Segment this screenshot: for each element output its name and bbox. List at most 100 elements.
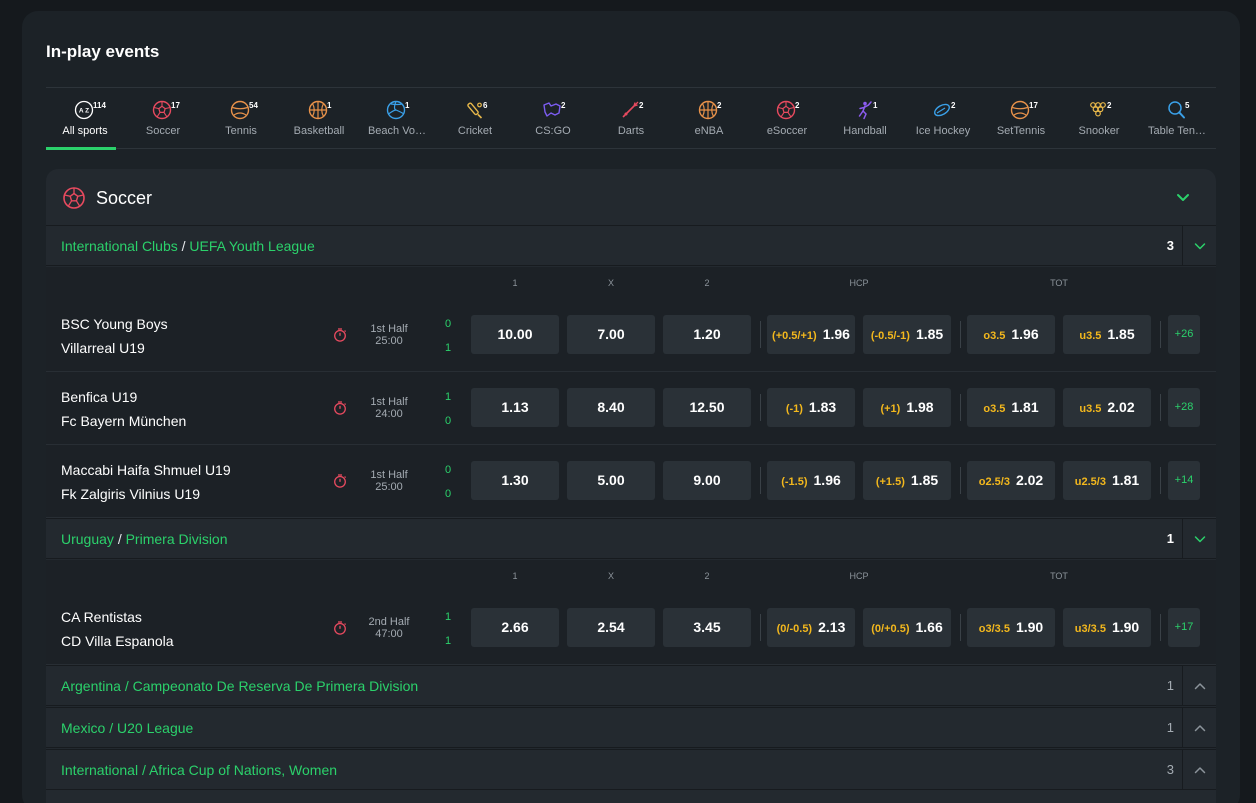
total-under-button[interactable]: u3.5 1.85: [1063, 315, 1151, 354]
sport-count: 17: [171, 101, 180, 110]
league-title[interactable]: UEFA Youth League: [189, 238, 315, 254]
stopwatch-icon: [333, 621, 347, 635]
league-row[interactable]: Uruguay / Primera Division 1: [46, 518, 1216, 559]
odd-1-button[interactable]: 2.66: [471, 608, 559, 647]
odd-1-button[interactable]: 1.13: [471, 388, 559, 427]
away-team-name[interactable]: CD Villa Espanola: [61, 633, 174, 649]
handicap-home-button[interactable]: (-1) 1.83: [767, 388, 855, 427]
home-score: 0: [444, 464, 452, 476]
sport-tab-tennis[interactable]: 54 Tennis: [202, 88, 280, 149]
handicap-home-button[interactable]: (+0.5/+1) 1.96: [767, 315, 855, 354]
odd-x-button[interactable]: 8.40: [567, 388, 655, 427]
tennis-ball-icon: [1010, 100, 1030, 120]
league-title[interactable]: U20 League: [117, 720, 194, 736]
odds-group-divider: [760, 321, 761, 348]
total-under-button[interactable]: u3/3.5 1.90: [1063, 608, 1151, 647]
odd-2-button[interactable]: 1.20: [663, 315, 751, 354]
sport-tab-darts[interactable]: 2 Darts: [592, 88, 670, 149]
odd-line: u2.5/3: [1074, 476, 1106, 488]
sport-tab-soccer[interactable]: 17 Soccer: [124, 88, 202, 149]
odd-1-button[interactable]: 1.30: [471, 461, 559, 500]
odd-1-button[interactable]: 10.00: [471, 315, 559, 354]
league-country[interactable]: International Clubs: [61, 238, 178, 254]
total-over-button[interactable]: o3.5 1.81: [967, 388, 1055, 427]
away-team-name[interactable]: Fc Bayern München: [61, 413, 187, 429]
handicap-home-button[interactable]: (0/-0.5) 2.13: [767, 608, 855, 647]
more-markets-button[interactable]: +17: [1168, 608, 1200, 647]
sport-tab-beachvolley[interactable]: 1 Beach Vo…: [358, 88, 436, 149]
chevron-down-icon[interactable]: [1193, 532, 1207, 546]
away-team-name[interactable]: Villarreal U19: [61, 340, 145, 356]
league-title[interactable]: Campeonato De Reserva De Primera Divisio…: [132, 678, 419, 694]
chevron-up-icon[interactable]: [1193, 679, 1207, 693]
league-name[interactable]: International / Africa Cup of Nations, W…: [61, 762, 337, 778]
odd-x-button[interactable]: 7.00: [567, 315, 655, 354]
chevron-up-icon[interactable]: [1193, 721, 1207, 735]
league-name[interactable]: International Clubs / UEFA Youth League: [61, 238, 315, 254]
odd-2-button[interactable]: 3.45: [663, 608, 751, 647]
handicap-home-button[interactable]: (-1.5) 1.96: [767, 461, 855, 500]
sport-tab-enba[interactable]: 2 eNBA: [670, 88, 748, 149]
sport-tab-esoccer[interactable]: 2 eSoccer: [748, 88, 826, 149]
league-row[interactable]: International Clubs / UEFA Youth League 3: [46, 225, 1216, 266]
odd-x-button[interactable]: 5.00: [567, 461, 655, 500]
league-row[interactable]: Mexico / U20 League 1: [46, 707, 1216, 748]
sport-count: 2: [1107, 101, 1112, 110]
csgo-icon: [542, 100, 562, 120]
sport-label: SetTennis: [996, 125, 1046, 137]
more-markets-button[interactable]: +26: [1168, 315, 1200, 354]
handicap-away-button[interactable]: (+1) 1.98: [863, 388, 951, 427]
sport-tab-tabletennis[interactable]: 5 Table Ten…: [1138, 88, 1216, 149]
sport-tab-basketball[interactable]: 1 Basketball: [280, 88, 358, 149]
total-over-button[interactable]: o3.5 1.96: [967, 315, 1055, 354]
away-team-name[interactable]: Fk Zalgiris Vilnius U19: [61, 486, 201, 502]
odd-2-button[interactable]: 9.00: [663, 461, 751, 500]
section-header[interactable]: Soccer: [46, 169, 1216, 225]
league-country[interactable]: Uruguay: [61, 531, 114, 547]
odd-2-button[interactable]: 12.50: [663, 388, 751, 427]
sport-label: eNBA: [694, 125, 724, 137]
home-team-name[interactable]: Benfica U19: [61, 389, 138, 405]
league-country[interactable]: Argentina: [61, 678, 121, 694]
odd-line: (-1.5): [781, 476, 808, 488]
sport-tab-handball[interactable]: 1 Handball: [826, 88, 904, 149]
league-country[interactable]: Mexico: [61, 720, 106, 736]
odd-value: 1.85: [915, 326, 944, 342]
league-name[interactable]: Uruguay / Primera Division: [61, 531, 228, 547]
odd-value: 1.90: [1111, 619, 1140, 635]
handicap-away-button[interactable]: (0/+0.5) 1.66: [863, 608, 951, 647]
more-markets-button[interactable]: +14: [1168, 461, 1200, 500]
total-over-button[interactable]: o2.5/3 2.02: [967, 461, 1055, 500]
league-title[interactable]: Primera Division: [125, 531, 228, 547]
odd-x-button[interactable]: 2.54: [567, 608, 655, 647]
league-row[interactable]: International / Africa Cup of Nations, W…: [46, 749, 1216, 790]
league-name[interactable]: Argentina / Campeonato De Reserva De Pri…: [61, 678, 418, 694]
home-team-name[interactable]: CA Rentistas: [61, 609, 142, 625]
chevron-down-icon[interactable]: [1175, 189, 1191, 205]
sport-tab-icehockey[interactable]: 2 Ice Hockey: [904, 88, 982, 149]
league-name[interactable]: Mexico / U20 League: [61, 720, 193, 736]
sport-tab-csgo[interactable]: 2 CS:GO: [514, 88, 592, 149]
chevron-up-icon[interactable]: [1193, 763, 1207, 777]
handicap-away-button[interactable]: (-0.5/-1) 1.85: [863, 315, 951, 354]
league-row[interactable]: Argentina / Campeonato De Reserva De Pri…: [46, 665, 1216, 706]
column-header-row: 1 X 2 HCP TOT: [46, 267, 1216, 299]
match-period: 2nd Half 47:00: [364, 616, 414, 640]
total-under-button[interactable]: u2.5/3 1.81: [1063, 461, 1151, 500]
handicap-away-button[interactable]: (+1.5) 1.85: [863, 461, 951, 500]
chevron-down-icon[interactable]: [1193, 239, 1207, 253]
sport-tab-cricket[interactable]: 6 Cricket: [436, 88, 514, 149]
total-over-button[interactable]: o3/3.5 1.90: [967, 608, 1055, 647]
sport-count: 2: [795, 101, 800, 110]
odd-value: 1.81: [1011, 399, 1039, 415]
more-markets-button[interactable]: +28: [1168, 388, 1200, 427]
home-team-name[interactable]: BSC Young Boys: [61, 316, 168, 332]
league-country[interactable]: International: [61, 762, 139, 778]
home-team-name[interactable]: Maccabi Haifa Shmuel U19: [61, 462, 231, 478]
total-under-button[interactable]: u3.5 2.02: [1063, 388, 1151, 427]
sport-tab-snooker[interactable]: 2 Snooker: [1060, 88, 1138, 149]
sport-tab-settennis[interactable]: 17 SetTennis: [982, 88, 1060, 149]
league-title[interactable]: Africa Cup of Nations, Women: [148, 762, 338, 778]
sport-tab-all[interactable]: A Z 114 All sports: [46, 88, 124, 150]
column-header-cx: X: [607, 278, 614, 288]
